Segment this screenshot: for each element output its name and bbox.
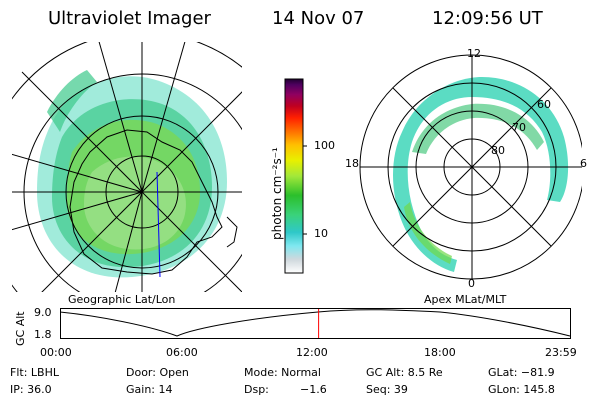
mlt-label-18: 18 [345,157,359,170]
timeline-xtick-1: 06:00 [166,346,198,359]
geographic-map [12,42,242,292]
timeline-xtick-0: 00:00 [40,346,72,359]
timeline-xtick-2: 12:00 [296,346,328,359]
status-dsp-value: −1.6 [300,383,327,396]
timeline-ytick-9: 9.0 [34,306,52,319]
timeline-xtick-4: 23:59 [545,346,577,359]
mlt-polar-plot [359,54,582,280]
colorbar-tick-10: 10 [314,227,328,240]
mlt-label-6: 6 [580,157,587,170]
timeline-ytick-1: 1.8 [34,328,52,341]
mlat-label-80: 80 [491,144,505,157]
coastline [69,129,223,275]
colorbar-unit-label: photon cm⁻²s⁻¹ [270,147,284,240]
mlat-label-60: 60 [537,98,551,111]
mlat-label-70: 70 [512,121,526,134]
mlt-label-12: 12 [467,47,481,60]
colorbar-tick-100: 100 [314,139,335,152]
instrument-title: Ultraviolet Imager [48,8,211,29]
timeline-xtick-3: 18:00 [424,346,456,359]
status-filter: Flt: LBHL [10,366,59,379]
status-glat: GLat: −81.9 [488,366,555,379]
colorbar [284,78,307,274]
timeline-axis-title: GC Alt [14,311,27,346]
status-ip: IP: 36.0 [10,383,52,396]
altitude-timeline [60,308,571,339]
observation-date: 14 Nov 07 [272,8,365,29]
status-gain: Gain: 14 [126,383,173,396]
status-glon: GLon: 145.8 [488,383,555,396]
apex-caption: Apex MLat/MLT [424,293,507,306]
mlt-label-0: 0 [468,277,475,290]
geographic-caption: Geographic Lat/Lon [68,293,176,306]
status-gc-alt: GC Alt: 8.5 Re [366,366,443,379]
status-seq: Seq: 39 [366,383,408,396]
status-door: Door: Open [126,366,189,379]
altitude-curve [60,309,571,337]
status-mode: Mode: Normal [244,366,321,379]
status-dsp-label: Dsp: [244,383,269,396]
observation-time: 12:09:56 UT [432,8,543,29]
